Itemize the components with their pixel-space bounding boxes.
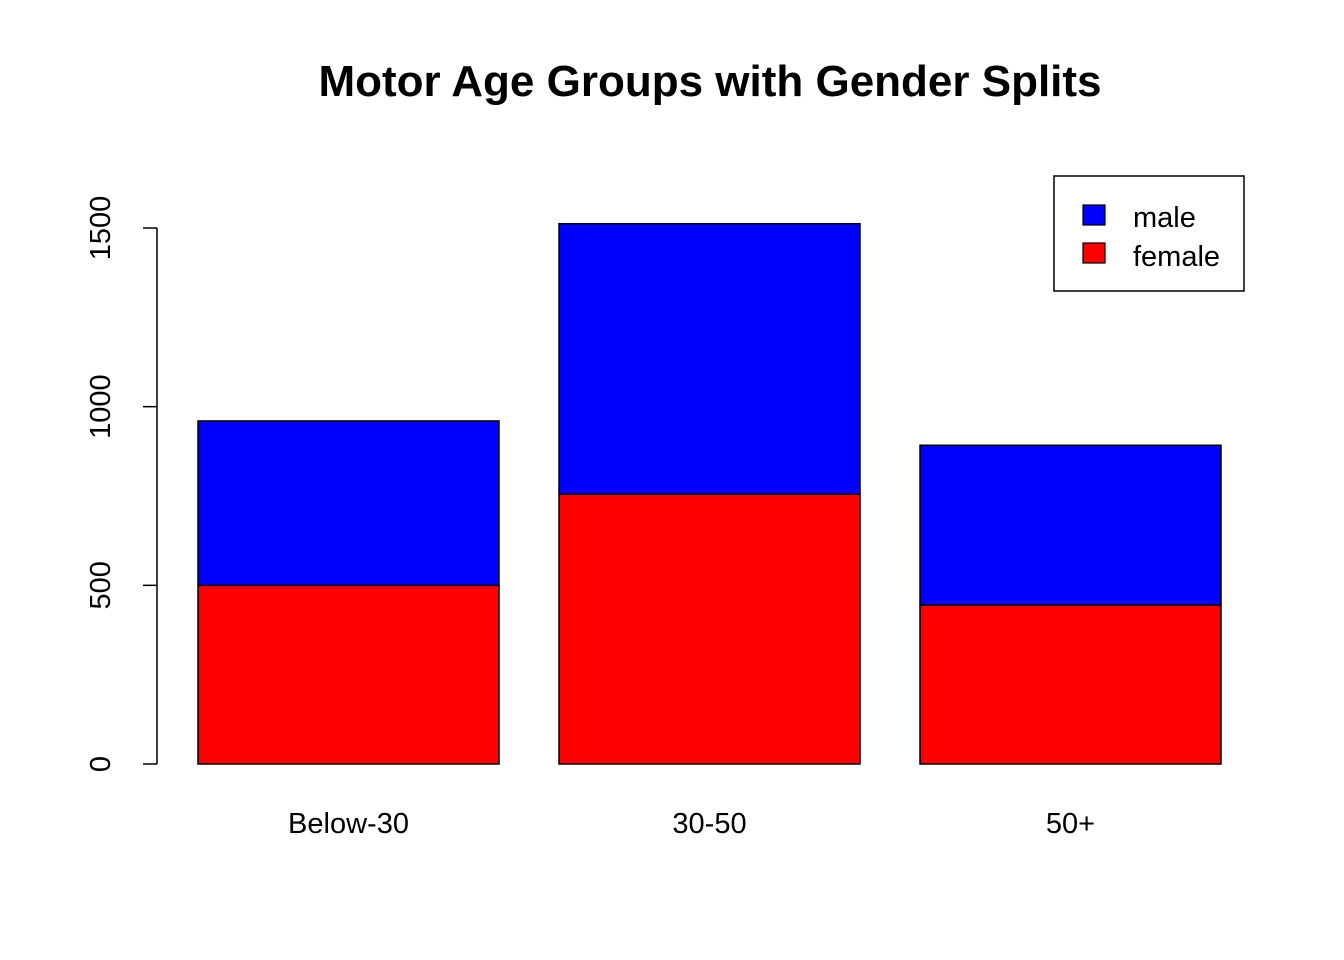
legend-swatch-male [1082,204,1106,226]
legend-label-female: female [1133,241,1220,273]
chart-title: Motor Age Groups with Gender Splits [318,57,1101,106]
bar-male-1 [558,222,861,495]
bar-female-0 [197,584,500,765]
y-tick-label: 500 [85,561,117,609]
x-axis-labels: Below-30 30-50 50+ [288,808,1095,840]
x-category-label: Below-30 [288,808,409,840]
y-tick-label: 0 [85,756,117,772]
legend-swatch-female [1082,242,1106,264]
legend-label-male: male [1133,202,1196,234]
y-tick-label: 1000 [85,374,117,439]
bar-female-2 [919,604,1222,765]
y-tick-label: 1500 [85,196,117,261]
x-category-label: 30-50 [672,808,746,840]
bar-female-1 [558,493,861,765]
bar-male-0 [197,420,500,587]
x-category-label: 50+ [1046,808,1095,840]
legend-box [1053,175,1245,292]
legend: male female [1053,175,1245,292]
y-axis: 0 500 1000 1500 [85,196,158,772]
bars-group [197,222,1222,765]
bar-male-2 [919,444,1222,606]
